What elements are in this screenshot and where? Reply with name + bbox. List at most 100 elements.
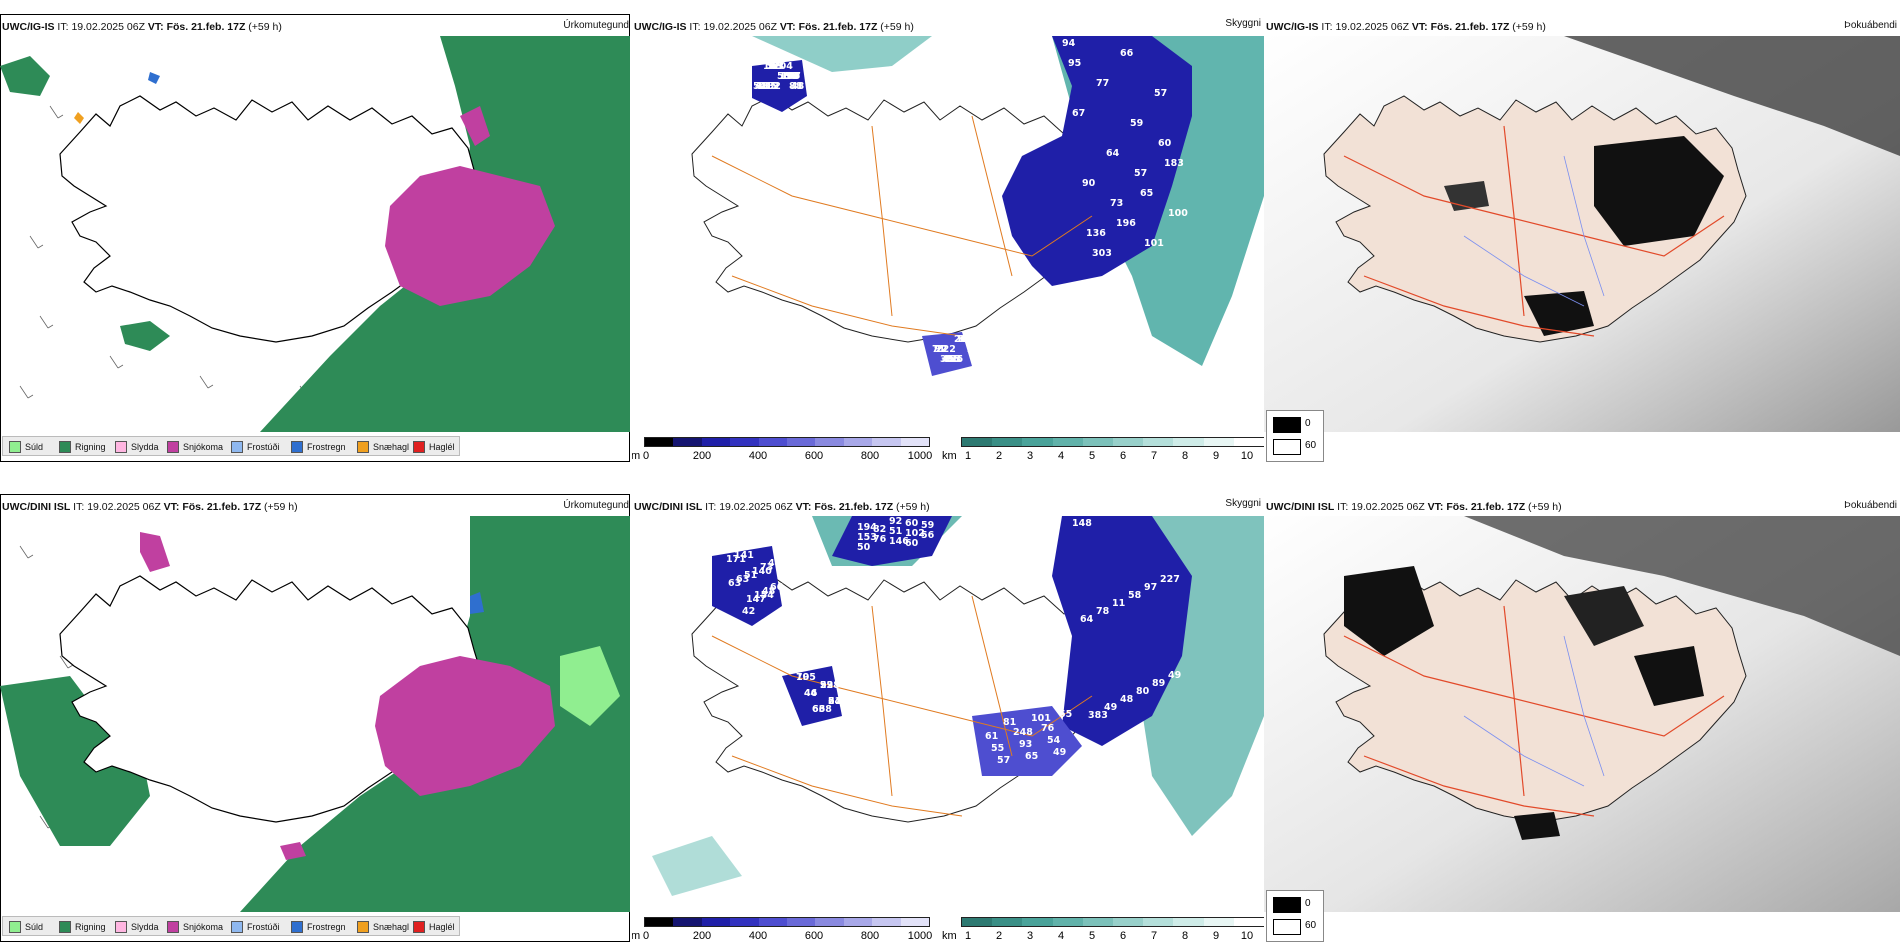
cloud-base-label: 58 <box>777 71 791 82</box>
cloud-base-label: 51 <box>889 526 902 537</box>
cloud-base-label: 80 <box>1136 686 1150 697</box>
cloud-base-label: 219 <box>759 81 779 92</box>
cloud-base-colorbar: m 0 200 400 600 800 1000 <box>632 437 932 467</box>
fog-scale-swatch-high <box>1273 919 1301 935</box>
precip-map <box>0 36 630 432</box>
cloud-base-label: 76 <box>1041 723 1055 734</box>
visibility-tick: 4 <box>1057 930 1065 942</box>
legend-label: Haglél <box>429 922 455 932</box>
model-name: UWC/IG-IS <box>2 21 55 33</box>
cloud-base-label: 65 <box>1025 751 1038 762</box>
cloud-base-label: 183 <box>1164 158 1184 169</box>
cloud-base-label: 53 <box>765 61 778 72</box>
cloud-base-label: 63 <box>771 61 784 72</box>
cloud-base-label: 51 <box>744 570 757 581</box>
cloud-base-label: 95 <box>1068 58 1081 69</box>
cloud-base-label: 194 <box>857 522 877 533</box>
legend-rain: Rigning <box>59 441 106 453</box>
cloud-base-label: 54 <box>753 81 767 92</box>
cloud-base-label: 48 <box>768 558 782 569</box>
freezing-rain-area <box>148 72 160 84</box>
cloud-base-label: 69 <box>960 334 973 345</box>
cloud-base-label: 73 <box>1110 198 1123 209</box>
visibility-tick: 3 <box>1026 450 1034 462</box>
legend-rain: Rigning <box>59 921 106 933</box>
cloud-base-label: 55 <box>991 743 1004 754</box>
sea-low-visibility <box>652 836 742 896</box>
vt-label: VT: <box>163 501 180 513</box>
cloud-base-tick: 400 <box>748 450 768 462</box>
visibility-tick: 1 <box>964 450 972 462</box>
it-value: 19.02.2025 06Z <box>1335 21 1409 33</box>
fog-scale-legend: 0 60 <box>1266 890 1324 942</box>
low-cloud-base-area <box>832 516 952 566</box>
visibility-tick: 8 <box>1181 930 1189 942</box>
drizzle-area <box>560 646 620 726</box>
rain-area <box>0 56 50 96</box>
fog-scale-swatch-low <box>1273 417 1301 433</box>
lead-time: (+59 h) <box>1512 21 1546 33</box>
low-cloud-base-area <box>922 332 972 376</box>
cloud-base-label: 241 <box>828 696 848 707</box>
cloud-base-label: 63 <box>736 574 749 585</box>
legend-swatch <box>291 921 303 933</box>
cloud-base-label: 54 <box>828 696 842 707</box>
vt-value: Fös. 21.feb. 17Z <box>1430 21 1510 33</box>
visibility-tick: 4 <box>1057 450 1065 462</box>
legend-label: Snjókoma <box>183 442 224 452</box>
legend-hail: Haglél <box>413 441 455 453</box>
fog-sea-shading <box>1564 36 1900 156</box>
panel-header: UWC/IG-IS IT: 19.02.2025 06Z VT: Fös. 21… <box>0 18 632 38</box>
cloud-base-label: 55 <box>1059 709 1072 720</box>
cloud-base-tick: 800 <box>860 450 880 462</box>
visibility-panel-dini: UWC/DINI ISL IT: 19.02.2025 06Z VT: Fös.… <box>632 480 1264 950</box>
panel-title: Þokuábendi <box>1844 500 1897 511</box>
fog-indicator-panel-ig: UWC/IG-IS IT: 19.02.2025 06Z VT: Fös. 21… <box>1264 0 1900 470</box>
cloud-base-label: 61 <box>985 731 998 742</box>
legend-sleet: Slydda <box>115 921 159 933</box>
cloud-base-label: 66 <box>770 582 784 593</box>
cloud-base-label: 67 <box>1072 108 1085 119</box>
legend-swatch <box>115 921 127 933</box>
legend-label: Snjókoma <box>183 922 224 932</box>
rain-area <box>240 516 630 912</box>
cloud-base-label: 54 <box>1047 735 1061 746</box>
legend-swatch <box>231 921 243 933</box>
snow-area <box>140 532 170 572</box>
cloud-base-label: 63 <box>728 578 741 589</box>
legend-label: Haglél <box>429 442 455 452</box>
cloud-base-label: 66 <box>1120 48 1134 59</box>
legend-label: Frostúði <box>247 922 280 932</box>
visibility-unit: km <box>942 450 957 462</box>
it-value: 19.02.2025 06Z <box>71 21 145 33</box>
model-name: UWC/DINI ISL <box>1266 501 1335 513</box>
visibility-tick: 7 <box>1150 930 1158 942</box>
panel-header: UWC/DINI ISL IT: 19.02.2025 06Z VT: Fös.… <box>1264 498 1900 518</box>
cloud-base-label: 196 <box>1116 218 1136 229</box>
cloud-base-label: 49 <box>1053 747 1066 758</box>
legend-label: Frostúði <box>247 442 280 452</box>
cloud-base-label: 132 <box>761 81 781 92</box>
cloud-base-label: 292 <box>962 334 982 345</box>
legend-snow-pellets: Snæhagl <box>357 921 409 933</box>
legend-swatch <box>231 441 243 453</box>
road-network <box>711 115 1093 337</box>
panel-header: UWC/IG-IS IT: 19.02.2025 06Z VT: Fös. 21… <box>632 18 1264 38</box>
low-cloud-base-area <box>712 546 782 626</box>
cloud-base-label: 383 <box>1088 710 1108 721</box>
precip-type-legend: Súld Rigning Slydda Snjókoma Frostúði Fr… <box>2 916 460 936</box>
vt-label: VT: <box>1427 501 1444 513</box>
fog-dense-area <box>1594 136 1724 246</box>
legend-drizzle: Súld <box>9 921 43 933</box>
snow-area <box>385 166 555 306</box>
cloud-base-label: 11 <box>1112 598 1125 609</box>
visibility-gradient <box>961 437 1264 447</box>
cloud-base-label: 71 <box>932 344 945 355</box>
cloud-base-label: 171 <box>726 554 746 565</box>
cloud-base-label: 82 <box>873 524 886 535</box>
snow-area <box>280 842 306 860</box>
legend-label: Slydda <box>131 442 159 452</box>
vt-label: VT: <box>795 501 812 513</box>
fog-scale-high: 60 <box>1305 920 1317 931</box>
cloud-base-tick: 600 <box>804 930 824 942</box>
